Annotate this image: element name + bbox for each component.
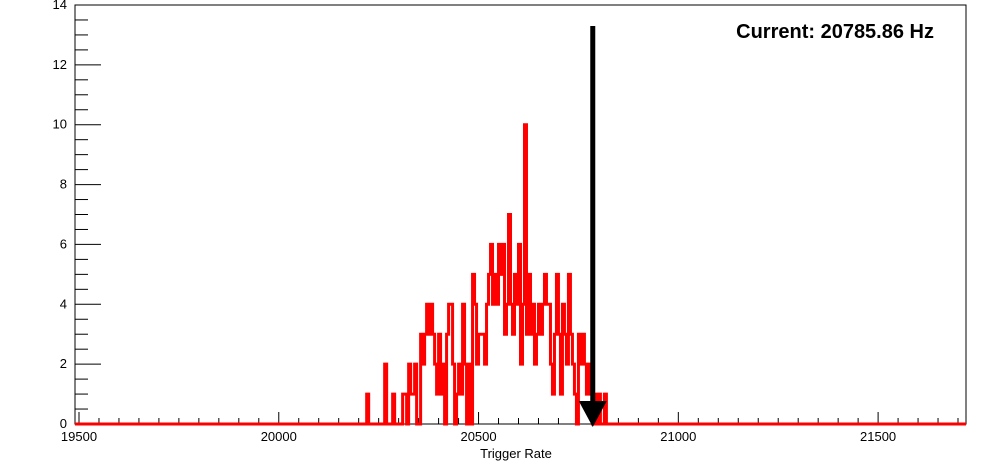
x-tick-label: 20500 [460, 429, 496, 444]
x-tick-label: 21500 [860, 429, 896, 444]
x-axis: 19500 20000 20500 21000 21500 [61, 412, 959, 444]
current-marker [578, 26, 607, 427]
marker-arrowhead [578, 401, 607, 427]
x-axis-title: Trigger Rate [480, 446, 552, 461]
y-tick-label: 2 [60, 356, 67, 371]
y-tick-label: 10 [53, 117, 67, 132]
y-tick-label: 12 [53, 57, 67, 72]
y-tick-label: 8 [60, 177, 67, 192]
x-tick-label: 19500 [61, 429, 97, 444]
current-rate-label: Current: 20785.86 Hz [736, 21, 934, 43]
x-tick-label: 21000 [660, 429, 696, 444]
histogram-outline [75, 123, 966, 426]
histogram-series [75, 123, 966, 426]
y-axis: 0 2 4 6 8 10 12 14 [53, 0, 101, 431]
y-tick-label: 6 [60, 236, 67, 251]
y-tick-label: 0 [60, 416, 67, 431]
y-tick-label: 14 [53, 0, 67, 12]
y-tick-label: 4 [60, 296, 67, 311]
x-tick-label: 20000 [261, 429, 297, 444]
